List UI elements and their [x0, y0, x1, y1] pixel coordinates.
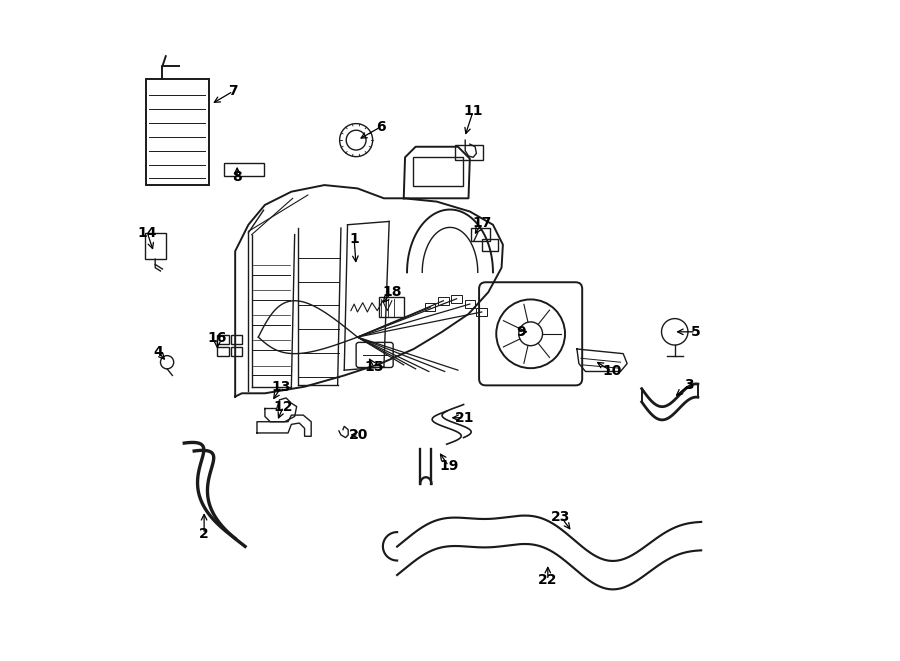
Text: 23: 23	[552, 510, 571, 524]
Text: 15: 15	[364, 360, 383, 374]
Text: 4: 4	[153, 344, 163, 359]
Bar	[451, 295, 462, 303]
Text: 21: 21	[454, 410, 474, 425]
Text: 7: 7	[229, 84, 238, 98]
Text: 8: 8	[232, 170, 242, 184]
Bar	[482, 239, 499, 251]
Bar	[438, 297, 449, 305]
Bar	[230, 347, 242, 356]
Text: 17: 17	[472, 216, 491, 231]
Text: 20: 20	[349, 428, 368, 442]
Bar	[464, 300, 475, 308]
Text: 13: 13	[272, 379, 291, 394]
Bar	[146, 79, 209, 185]
Bar	[425, 303, 436, 311]
Bar	[145, 233, 166, 259]
Text: 11: 11	[464, 104, 483, 118]
Bar	[476, 308, 487, 316]
Bar	[472, 228, 490, 241]
Text: 1: 1	[349, 232, 359, 247]
Text: 2: 2	[199, 527, 209, 541]
Text: 3: 3	[685, 377, 694, 392]
Text: 5: 5	[691, 325, 701, 339]
Bar	[217, 347, 230, 356]
Text: 18: 18	[382, 285, 401, 299]
Bar	[413, 157, 463, 186]
Bar	[379, 297, 404, 317]
Text: 22: 22	[538, 573, 558, 588]
Text: 6: 6	[376, 120, 385, 134]
Bar	[230, 335, 242, 344]
Bar	[455, 145, 483, 160]
Text: 14: 14	[138, 225, 157, 240]
Text: 10: 10	[602, 364, 622, 379]
Bar	[217, 335, 230, 344]
Text: 12: 12	[274, 399, 293, 414]
Text: 9: 9	[517, 325, 526, 339]
Text: 16: 16	[208, 331, 227, 346]
Text: 19: 19	[439, 459, 458, 473]
Bar	[224, 163, 264, 176]
